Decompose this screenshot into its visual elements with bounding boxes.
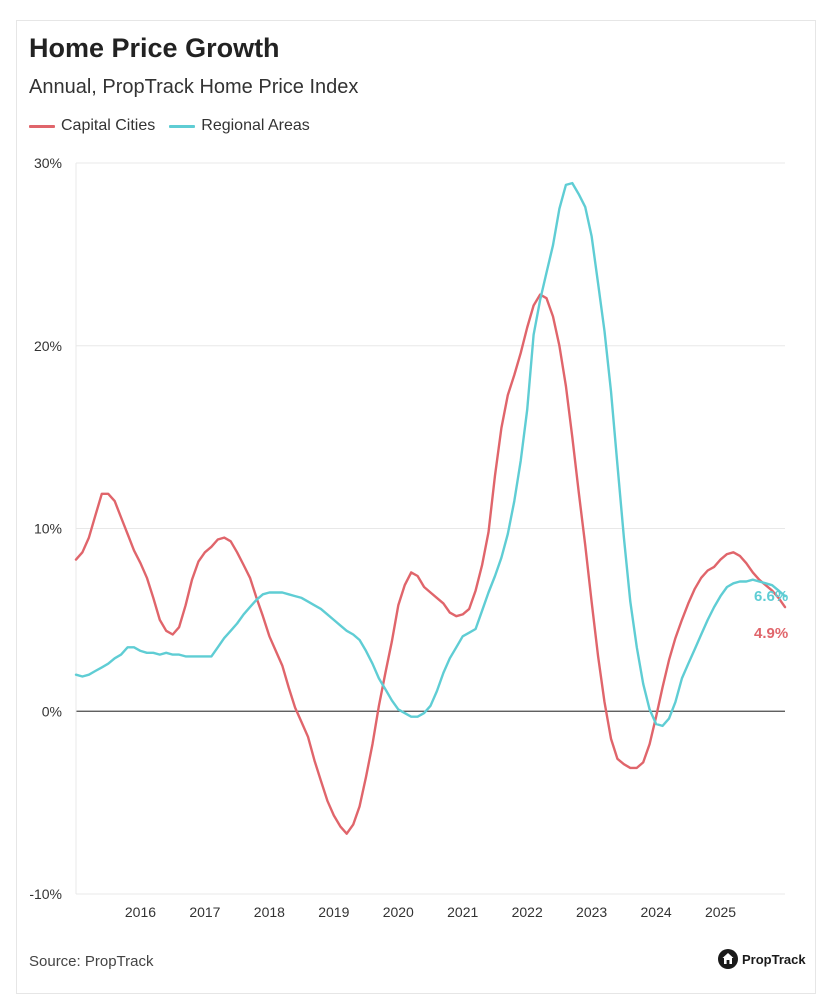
legend-swatch-regional-areas [169, 124, 196, 128]
y-tick-label: 0% [42, 703, 62, 719]
x-tick-label: 2016 [125, 904, 156, 920]
y-tick-label: 30% [34, 155, 62, 171]
y-tick-label: 10% [34, 521, 62, 537]
x-tick-label: 2019 [318, 904, 349, 920]
chart-subtitle: Annual, PropTrack Home Price Index [29, 76, 359, 98]
legend-swatch-capital-cities [29, 124, 55, 128]
brand-logo: PropTrack [718, 949, 806, 969]
legend-item-regional-areas: Regional Areas [169, 117, 310, 135]
chart-card [16, 20, 816, 994]
brand-name: PropTrack [742, 951, 806, 967]
capital-cities-line [74, 293, 787, 835]
capital-cities-end-label: 4.9% [754, 625, 788, 642]
y-tick-label: 20% [34, 338, 62, 354]
house-logo-icon [718, 949, 738, 969]
x-tick-label: 2025 [705, 904, 736, 920]
regional-areas-line [74, 181, 787, 728]
x-tick-label: 2023 [576, 904, 607, 920]
chart-legend: Capital Cities Regional Areas [29, 117, 324, 135]
legend-label-regional-areas: Regional Areas [201, 117, 310, 134]
x-tick-label: 2020 [383, 904, 414, 920]
regional-areas-end-label: 6.6% [754, 588, 788, 605]
source-note: Source: PropTrack [29, 953, 154, 970]
x-tick-label: 2022 [512, 904, 543, 920]
x-tick-label: 2018 [254, 904, 285, 920]
legend-item-capital-cities: Capital Cities [29, 117, 155, 135]
x-tick-label: 2021 [447, 904, 478, 920]
x-tick-label: 2024 [641, 904, 672, 920]
y-tick-label: -10% [29, 886, 62, 902]
legend-label-capital-cities: Capital Cities [61, 117, 156, 134]
chart-title: Home Price Growth [29, 33, 280, 63]
x-tick-label: 2017 [189, 904, 220, 920]
